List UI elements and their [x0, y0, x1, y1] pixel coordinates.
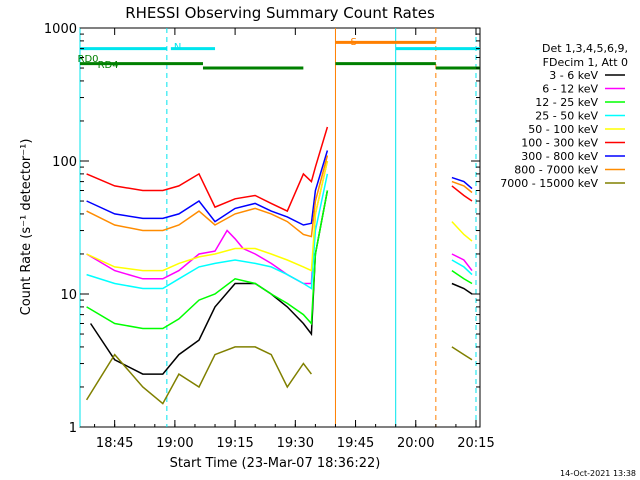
series-line-3 [86, 173, 329, 290]
annotation-n: N [174, 42, 181, 53]
y-tick-label: 10 [60, 288, 77, 303]
x-tick-label: 19:30 [277, 436, 314, 451]
x-tick-label: 20:15 [457, 436, 494, 451]
series-layer [85, 126, 473, 405]
legend: Det 1,3,4,5,6,9, FDecim 1, Att 0 3 - 6 k… [500, 42, 628, 190]
annotation-s: S [351, 37, 357, 48]
series-line-late-0 [451, 282, 473, 295]
series-line-late-7 [451, 180, 473, 194]
x-tick-label: 18:45 [96, 436, 133, 451]
plot-frame [79, 27, 481, 428]
series-line-late-8 [451, 346, 473, 361]
x-tick-label: 20:00 [397, 436, 434, 451]
series-line-2 [86, 190, 329, 330]
legend-label-0: 3 - 6 keV [549, 69, 598, 82]
legend-label-8: 7000 - 15000 keV [500, 177, 598, 190]
y-axis-label: Count Rate (s⁻¹ detector⁻¹) [19, 139, 34, 316]
legend-header-2: FDecim 1, Att 0 [543, 56, 628, 69]
legend-header-1: Det 1,3,4,5,6,9, [542, 42, 628, 55]
chart-title: RHESSI Observing Summary Count Rates [125, 4, 435, 22]
y-tick-label: 100 [52, 155, 77, 170]
series-line-late-3 [451, 259, 473, 276]
annotation-rd0: RD0 [78, 54, 99, 65]
legend-label-7: 800 - 7000 keV [514, 164, 598, 177]
annotation-rd4: RD4 [98, 60, 119, 71]
legend-label-3: 25 - 50 keV [535, 110, 598, 123]
legend-label-5: 100 - 300 keV [521, 137, 598, 150]
legend-label-1: 6 - 12 keV [542, 83, 598, 96]
x-tick-label: 19:00 [156, 436, 193, 451]
series-line-1 [86, 160, 329, 285]
series-line-5 [86, 126, 329, 213]
series-line-late-6 [451, 176, 473, 190]
y-tick-label: 1000 [44, 22, 77, 37]
series-line-4 [86, 160, 329, 272]
series-line-late-2 [451, 269, 473, 285]
legend-label-6: 300 - 800 keV [521, 150, 598, 163]
series-line-late-4 [451, 221, 473, 242]
axes-layer: 18:45 19:00 19:15 19:30 19:45 20:00 20:15 1 10 10… [44, 22, 495, 451]
legend-label-2: 12 - 25 keV [535, 96, 598, 109]
series-line-0 [89, 190, 329, 375]
series-line-6 [86, 150, 329, 226]
vlines-layer [79, 28, 477, 427]
series-line-late-5 [451, 185, 473, 202]
x-tick-label: 19:15 [216, 436, 253, 451]
y-tick-label: 1 [69, 421, 77, 436]
series-line-7 [86, 155, 329, 238]
x-axis-label: Start Time (23-Mar-07 18:36:22) [170, 456, 381, 471]
legend-label-4: 50 - 100 keV [528, 123, 598, 136]
timestamp: 14-Oct-2021 13:38 [560, 469, 636, 478]
series-line-late-1 [451, 253, 473, 272]
x-tick-label: 19:45 [337, 436, 374, 451]
series-line-8 [85, 346, 312, 405]
